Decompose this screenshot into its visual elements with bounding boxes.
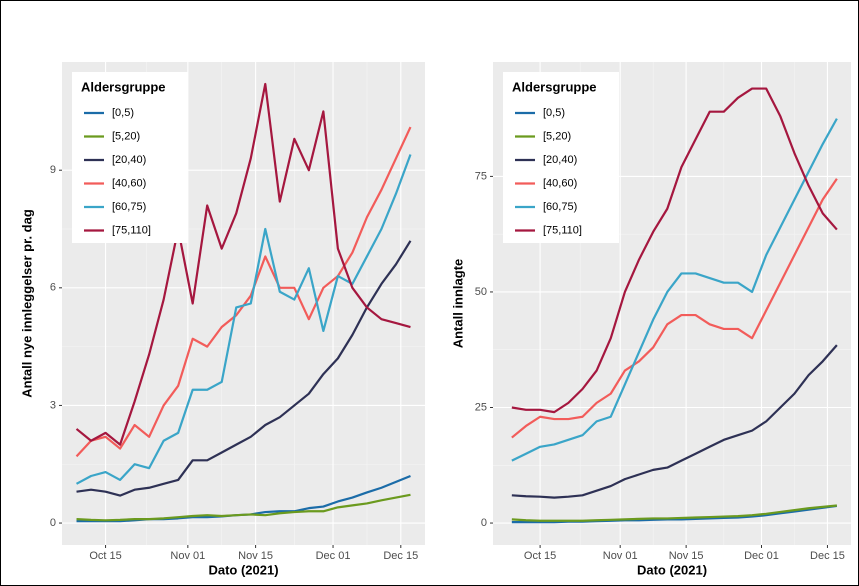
- series-line: [76, 240, 412, 497]
- y-tick-label: 0: [50, 517, 56, 529]
- x-tick-label: Nov 01: [603, 550, 638, 562]
- chart: 0 25 50 75 Oct 15 Nov 01 Nov 15 Dec 01 Dec 15 Dat…: [450, 62, 851, 577]
- series-line: [76, 493, 411, 522]
- legend-label: [0,5): [112, 107, 134, 119]
- legend-label: [40,60): [543, 177, 577, 189]
- y-tick-label: 50: [475, 286, 487, 298]
- x-tick-label: Dec 01: [744, 550, 779, 562]
- legend-box: [72, 72, 188, 243]
- legend-label: [75,110]: [543, 224, 582, 236]
- legend-label: [40,60): [112, 177, 146, 189]
- x-tick-label: Nov 15: [669, 550, 704, 562]
- x-tick-label: Nov 15: [238, 550, 273, 562]
- y-tick-label: 9: [50, 164, 56, 176]
- x-axis-title: Dato (2021): [208, 562, 278, 577]
- y-tick-label: 25: [475, 401, 487, 413]
- x-axis-title: Dato (2021): [637, 562, 707, 577]
- legend-title: Aldersgruppe: [512, 79, 597, 94]
- y-tick-label: 6: [50, 282, 56, 294]
- legend-label: [60,75): [112, 201, 146, 213]
- series-line: [511, 344, 838, 499]
- legend-label: [0,5): [543, 107, 565, 119]
- series-line: [511, 118, 838, 462]
- legend-label: [75,110]: [112, 224, 151, 236]
- legend: Aldersgruppe [0,5) [5,20) [20,40) [40,60) [60…: [72, 72, 188, 243]
- y-axis-title: Antall innlagte: [450, 259, 465, 349]
- x-tick-label: Oct 15: [524, 550, 556, 562]
- legend-label: [5,20): [543, 130, 571, 142]
- chart: 0 3 6 9 Oct 15 Nov 01 Nov 15 Dec 01 Dec 15 Dato (…: [19, 62, 425, 577]
- series-line: [511, 87, 838, 414]
- x-tick-label: Dec 01: [316, 550, 351, 562]
- series-line: [511, 504, 837, 522]
- x-tick-label: Nov 01: [170, 550, 205, 562]
- y-tick-label: 3: [50, 399, 56, 411]
- y-tick-label: 75: [475, 170, 487, 182]
- x-tick-label: Oct 15: [89, 550, 121, 562]
- series-line: [75, 154, 412, 485]
- legend-box: [503, 72, 619, 243]
- legend: Aldersgruppe [0,5) [5,20) [20,40) [40,60) [60…: [503, 72, 619, 243]
- legend-title: Aldersgruppe: [81, 79, 166, 94]
- y-tick-label: 0: [481, 517, 487, 529]
- series-line: [511, 178, 838, 439]
- legend-label: [20,40): [543, 154, 577, 166]
- series-line: [75, 82, 411, 446]
- y-axis-title: Antall nye innleggelser pr. dag: [19, 209, 34, 398]
- x-tick-label: Dec 15: [383, 550, 418, 562]
- legend-label: [20,40): [112, 154, 146, 166]
- legend-label: [5,20): [112, 130, 140, 142]
- legend-label: [60,75): [543, 201, 577, 213]
- x-tick-label: Dec 15: [810, 550, 845, 562]
